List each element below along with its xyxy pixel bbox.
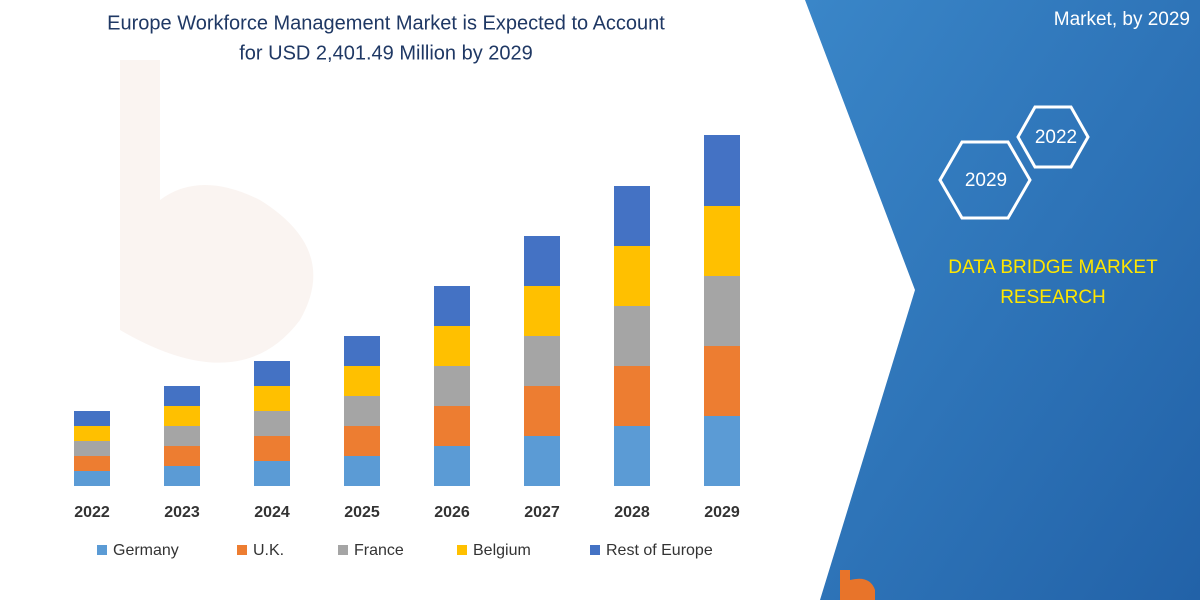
x-tick-label: 2023: [164, 504, 200, 521]
bar-segment: [344, 426, 380, 456]
bar-segment: [74, 456, 110, 471]
bar-segment: [524, 436, 560, 486]
logo: [840, 570, 875, 600]
bar-segment: [74, 471, 110, 486]
legend-label: Rest of Europe: [606, 542, 713, 559]
panel-heading: Market, by 2029: [1054, 9, 1190, 30]
legend-swatch: [97, 545, 107, 555]
bar-segment: [164, 426, 200, 446]
bar-segment: [434, 446, 470, 486]
bar-segment: [254, 386, 290, 411]
bar-segment: [344, 366, 380, 396]
bar-segment: [254, 411, 290, 436]
legend-label: Germany: [113, 542, 179, 559]
bar-segment: [164, 446, 200, 466]
side-panel: [805, 0, 1200, 600]
bar-segment: [434, 366, 470, 406]
bar-segment: [164, 386, 200, 406]
bar-segment: [164, 406, 200, 426]
bar-segment: [254, 461, 290, 486]
watermark: [120, 60, 314, 363]
bar-segment: [74, 411, 110, 426]
hex-label: 2022: [1035, 127, 1077, 148]
bar-segment: [344, 396, 380, 426]
bar-segment: [704, 276, 740, 346]
x-tick-label: 2028: [614, 504, 650, 521]
x-tick-label: 2026: [434, 504, 470, 521]
x-tick-label: 2025: [344, 504, 380, 521]
bar-segment: [704, 346, 740, 416]
bar-segment: [74, 441, 110, 456]
bar-segment: [344, 336, 380, 366]
chart-title: for USD 2,401.49 Million by 2029: [239, 42, 533, 64]
brand: RESEARCH: [1000, 287, 1106, 308]
bar-segment: [614, 186, 650, 246]
bar-segment: [614, 426, 650, 486]
bar-segment: [614, 246, 650, 306]
bar-segment: [524, 336, 560, 386]
hexagon: [938, 140, 1032, 220]
x-tick-label: 2029: [704, 504, 740, 521]
bar-segment: [524, 286, 560, 336]
legend-label: U.K.: [253, 542, 284, 559]
bar-segment: [254, 361, 290, 386]
x-tick-label: 2024: [254, 504, 290, 521]
bar-segment: [254, 436, 290, 461]
bar-segment: [704, 206, 740, 276]
bar-segment: [704, 416, 740, 486]
legend-swatch: [457, 545, 467, 555]
bar-segment: [704, 135, 740, 206]
legend-swatch: [590, 545, 600, 555]
bar-segment: [524, 386, 560, 436]
bar-segment: [524, 236, 560, 286]
legend-swatch: [338, 545, 348, 555]
bar-segment: [164, 466, 200, 486]
bar-segment: [434, 286, 470, 326]
bar-segment: [434, 406, 470, 446]
x-tick-label: 2022: [74, 504, 110, 521]
bar-segment: [614, 366, 650, 426]
chart-title: Europe Workforce Management Market is Ex…: [107, 12, 665, 34]
brand: DATA BRIDGE MARKET: [948, 257, 1158, 278]
bar-segment: [74, 426, 110, 441]
bar-segment: [344, 456, 380, 486]
legend-label: Belgium: [473, 542, 531, 559]
bar-segment: [434, 326, 470, 366]
legend-swatch: [237, 545, 247, 555]
x-tick-label: 2027: [524, 504, 560, 521]
bar-segment: [614, 306, 650, 366]
hex-label: 2029: [965, 170, 1007, 191]
hexagon: [1016, 105, 1090, 169]
legend-label: France: [354, 542, 404, 559]
